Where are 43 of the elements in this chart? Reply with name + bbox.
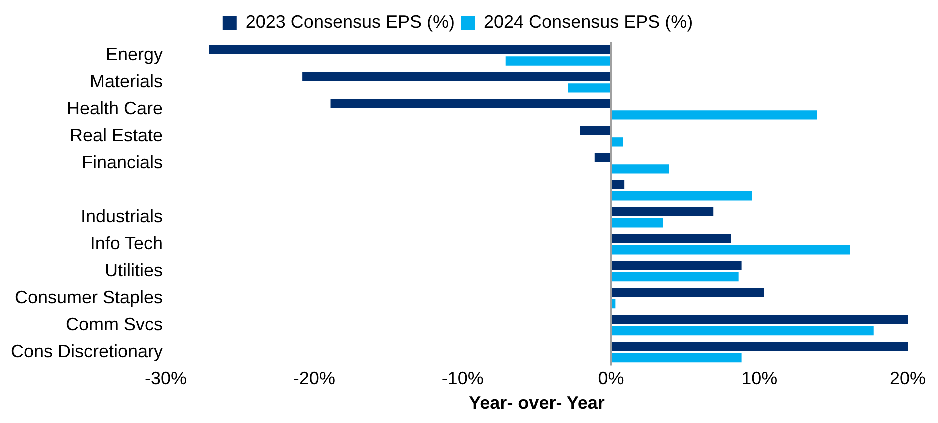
bar	[580, 126, 612, 136]
legend-label: 2023 Consensus EPS (%)	[246, 12, 455, 32]
y-tick-label: Materials	[90, 71, 164, 92]
x-tick-label: 10%	[742, 368, 778, 389]
bar	[611, 246, 850, 255]
bar	[611, 272, 739, 282]
bar	[568, 84, 612, 93]
x-tick-label: -30%	[145, 368, 188, 389]
x-tick-label: -20%	[293, 368, 336, 389]
y-tick-label: Cons Discretionary	[10, 341, 164, 362]
bar	[506, 56, 612, 66]
bar	[594, 153, 612, 162]
bar	[611, 315, 908, 324]
bar	[611, 326, 874, 336]
y-tick-label: Industrials	[81, 206, 164, 226]
bar	[611, 261, 742, 270]
bar	[302, 72, 612, 82]
legend-label: 2024 Consensus EPS (%)	[484, 12, 694, 32]
x-axis-title: Year- over- Year	[469, 393, 605, 414]
x-tick-label: 20%	[890, 368, 926, 389]
y-tick-label: Utilities	[105, 260, 164, 280]
bar	[611, 353, 742, 363]
x-tick-label: -10%	[442, 368, 484, 389]
y-tick-label: Real Estate	[70, 125, 164, 146]
bar	[611, 138, 624, 147]
bar	[611, 234, 732, 244]
bar	[611, 218, 664, 228]
bar	[611, 180, 625, 190]
y-tick-label: Comm Svcs	[66, 314, 164, 334]
y-tick-label: Info Tech	[90, 233, 164, 254]
y-tick-label: Health Care	[67, 98, 164, 118]
bar	[611, 110, 818, 120]
bar	[611, 207, 714, 216]
y-tick-label: Consumer Staples	[14, 287, 164, 308]
bar	[611, 288, 764, 298]
bar	[611, 342, 908, 352]
y-tick-label: Energy	[106, 44, 164, 64]
bar	[209, 45, 612, 54]
y-tick-label: Financials	[82, 152, 164, 172]
x-tick-label: 0%	[598, 368, 624, 389]
bar	[330, 99, 612, 108]
bar	[611, 164, 670, 174]
bar	[611, 192, 752, 201]
